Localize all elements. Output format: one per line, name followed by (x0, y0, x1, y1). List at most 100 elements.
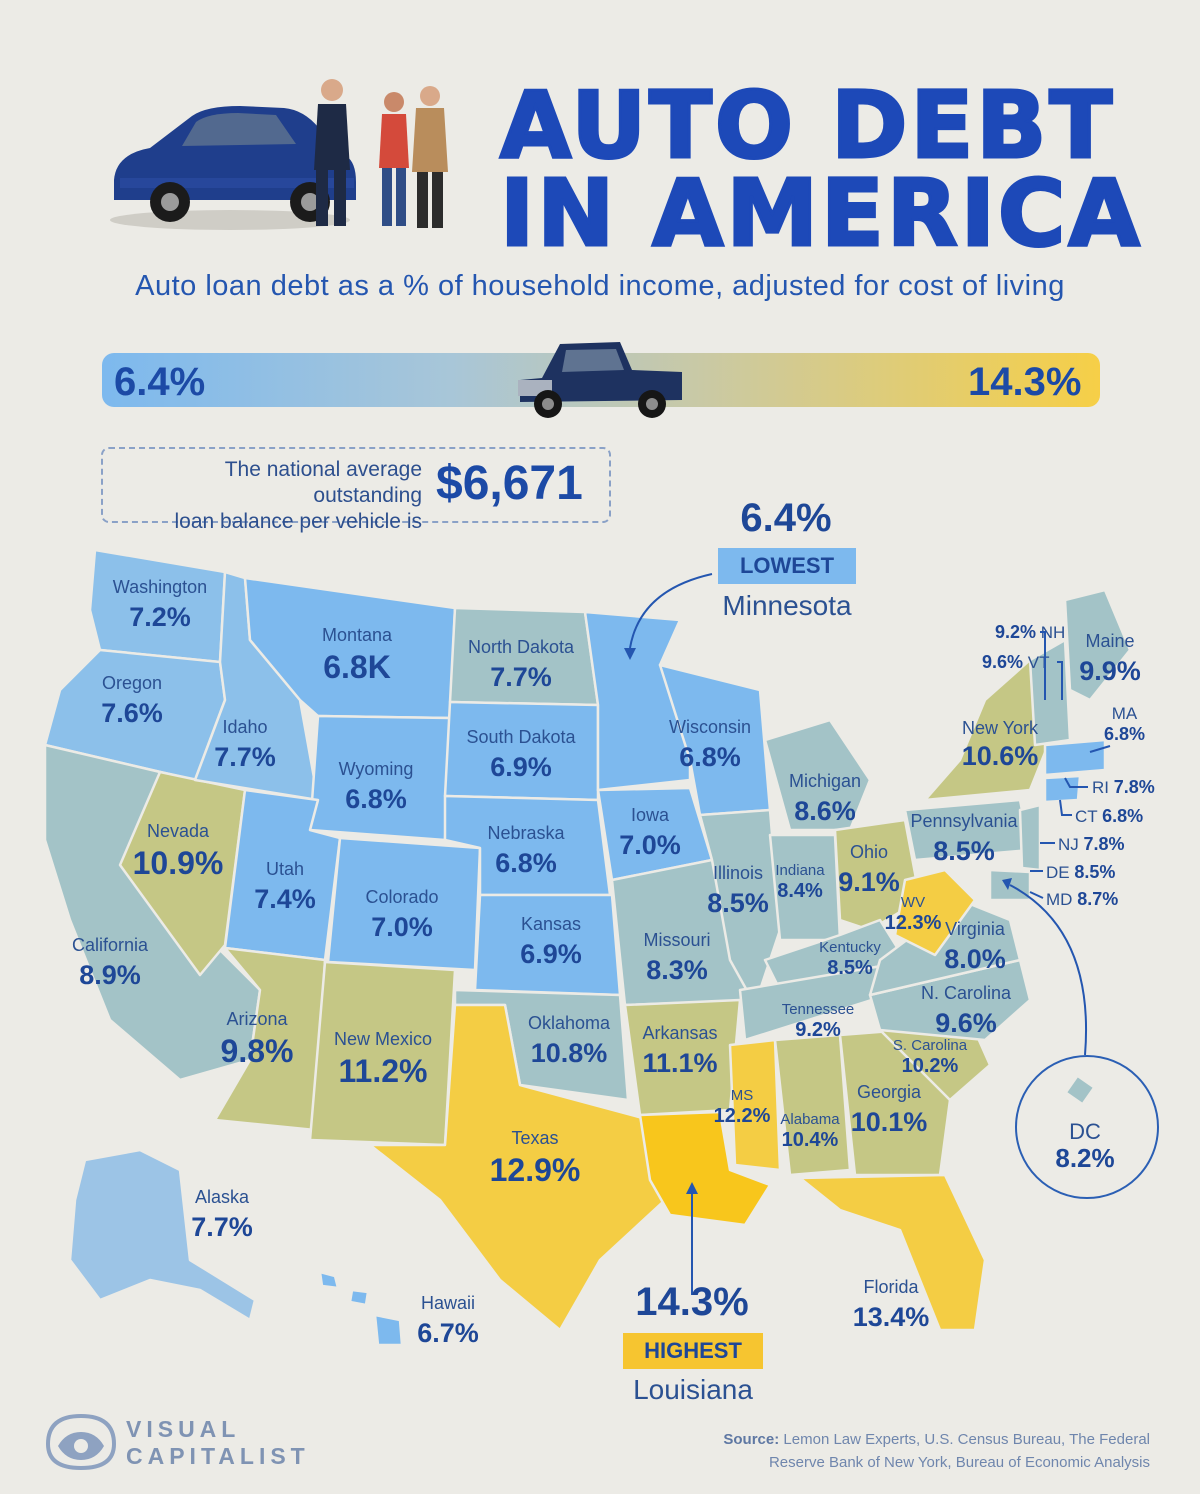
brand-line-2: CAPITALIST (126, 1443, 310, 1469)
state-label-arkansas: Arkansas 11.1% (642, 1023, 718, 1078)
subtitle: Auto loan debt as a % of household incom… (135, 270, 1065, 302)
state-shape-alabama (773, 1033, 852, 1177)
scale-min-label: 6.4% (114, 360, 206, 404)
ne-label-ct: CT 6.8% (1075, 806, 1144, 826)
national-average-text: The national average outstanding loan ba… (112, 457, 423, 535)
national-average-value: $6,671 (436, 457, 583, 510)
state-shape-arizona (213, 946, 327, 1132)
highest-state-name: Louisiana (633, 1374, 753, 1405)
state-shape-mississippi (728, 1038, 782, 1172)
ne-label-nj: NJ 7.8% (1058, 834, 1125, 854)
lowest-value: 6.4% (740, 496, 832, 540)
state-label-maine: Maine 9.9% (1079, 631, 1141, 686)
state-shape-florida (798, 1173, 987, 1332)
state-label-hawaii: Hawaii 6.7% (417, 1293, 479, 1348)
state-label-mississippi: MS 12.2% (713, 1087, 771, 1127)
state-label-kentucky: Kentucky 8.5% (819, 939, 881, 979)
state-label-tennessee: Tennessee 9.2% (781, 1001, 855, 1041)
pickup-truck-icon (518, 342, 682, 418)
state-label-ohio: Ohio 9.1% (838, 842, 900, 897)
dc-label: DC 8.2% (1055, 1119, 1115, 1174)
state-shape-alaska (68, 1148, 257, 1322)
state-shape-northeast-small (1028, 638, 1072, 747)
national-average-text-line-1: The national average outstanding (224, 458, 422, 507)
brand-wordmark: VISUAL CAPITALIST (126, 1416, 310, 1470)
state-label-washington: Washington 7.2% (112, 577, 208, 632)
highest-badge: HIGHEST (623, 1333, 763, 1369)
national-average-box (101, 447, 611, 523)
ne-label-de: DE 8.5% (1046, 862, 1116, 882)
ne-label-md: MD 8.7% (1046, 889, 1119, 909)
ne-label-nh: 9.2% NH (995, 622, 1066, 642)
state-label-north-carolina: N. Carolina 9.6% (920, 983, 1012, 1038)
state-label-south-carolina: S. Carolina 10.2% (892, 1037, 968, 1077)
state-shape-hawaii (318, 1270, 404, 1347)
state-label-utah: Utah 7.4% (254, 859, 316, 914)
state-label-alabama: Alabama 10.4% (780, 1111, 840, 1151)
state-label-california: California 8.9% (71, 935, 149, 990)
state-shape-connecticut (1043, 774, 1082, 804)
header-illustration (110, 79, 448, 230)
state-label-iowa: Iowa 7.0% (619, 805, 681, 860)
state-label-florida: Florida 13.4% (852, 1277, 930, 1332)
title-line-2: IN AMERICA (499, 160, 1143, 267)
source-label: Source: (723, 1431, 780, 1448)
state-shape-maine (1063, 588, 1132, 702)
state-label-pennsylvania: Pennsylvania 8.5% (910, 811, 1018, 866)
lowest-state-name: Minnesota (722, 590, 852, 621)
dc-callout-circle (1015, 1055, 1159, 1199)
brand-line-1: VISUAL (126, 1416, 241, 1442)
national-average-text-line-2: loan balance per vehicle is (174, 510, 423, 533)
state-label-north-dakota: North Dakota 7.7% (467, 637, 575, 692)
state-label-new-york: New York 10.6% (961, 718, 1039, 771)
state-label-virginia: Virginia 8.0% (944, 919, 1006, 974)
dc-arrow (1009, 884, 1087, 1056)
source-line-2: Reserve Bank of New York, Bureau of Econ… (768, 1454, 1150, 1471)
state-label-kansas: Kansas 6.9% (520, 914, 582, 969)
state-label-illinois: Illinois 8.5% (707, 863, 769, 918)
state-label-texas: Texas 12.9% (489, 1128, 581, 1188)
ne-label-ma: MA 6.8% (1104, 704, 1146, 744)
state-label-nevada: Nevada 10.9% (132, 821, 224, 881)
state-shape-west-virginia (893, 868, 977, 957)
state-label-georgia: Georgia 10.1% (850, 1082, 928, 1137)
state-label-oregon: Oregon 7.6% (101, 673, 163, 728)
state-label-wyoming: Wyoming 6.8% (338, 759, 414, 814)
salesman-figure-icon (314, 79, 350, 226)
state-label-wisconsin: Wisconsin 6.8% (668, 717, 752, 772)
ne-leader-lines (1029, 631, 1111, 899)
state-shape-texas (368, 1003, 667, 1332)
state-label-alaska: Alaska 7.7% (191, 1187, 253, 1242)
scale-max-label: 14.3% (968, 360, 1082, 404)
state-label-montana: Montana 6.8K (321, 625, 393, 685)
state-label-michigan: Michigan 8.6% (788, 771, 862, 826)
state-label-indiana: Indiana 8.4% (775, 862, 825, 902)
state-label-oklahoma: Oklahoma 10.8% (527, 1013, 611, 1068)
highest-value: 14.3% (635, 1280, 749, 1324)
state-label-missouri: Missouri 8.3% (643, 930, 711, 985)
title-line-1: AUTO DEBT (498, 72, 1116, 179)
woman-figure-icon (379, 92, 409, 226)
state-label-south-dakota: South Dakota 6.9% (466, 727, 576, 782)
visual-capitalist-logo-icon (45, 1413, 117, 1471)
state-shape-arkansas (623, 998, 742, 1117)
state-shape-ohio (833, 818, 922, 932)
state-shape-michigan (763, 718, 872, 832)
state-label-arizona: Arizona 9.8% (220, 1009, 294, 1069)
state-label-colorado: Colorado 7.0% (365, 887, 439, 942)
state-shape-louisiana (638, 1110, 772, 1227)
state-label-idaho: Idaho 7.7% (214, 717, 276, 772)
state-label-west-virginia: WV 12.3% (884, 894, 942, 934)
state-label-nebraska: Nebraska 6.8% (487, 823, 565, 878)
state-shape-massachusetts (1043, 738, 1107, 777)
state-label-new-mexico: New Mexico 11.2% (333, 1029, 433, 1089)
dc-shape (1067, 1077, 1093, 1103)
ne-label-ri: RI 7.8% (1092, 777, 1155, 797)
lowest-badge: LOWEST (718, 548, 856, 584)
lowest-arrow (629, 573, 713, 649)
source-text: Source: Lemon Law Experts, U.S. Census B… (550, 1428, 1150, 1474)
source-line-1: Lemon Law Experts, U.S. Census Bureau, T… (783, 1431, 1150, 1448)
man-figure-icon (412, 86, 448, 228)
